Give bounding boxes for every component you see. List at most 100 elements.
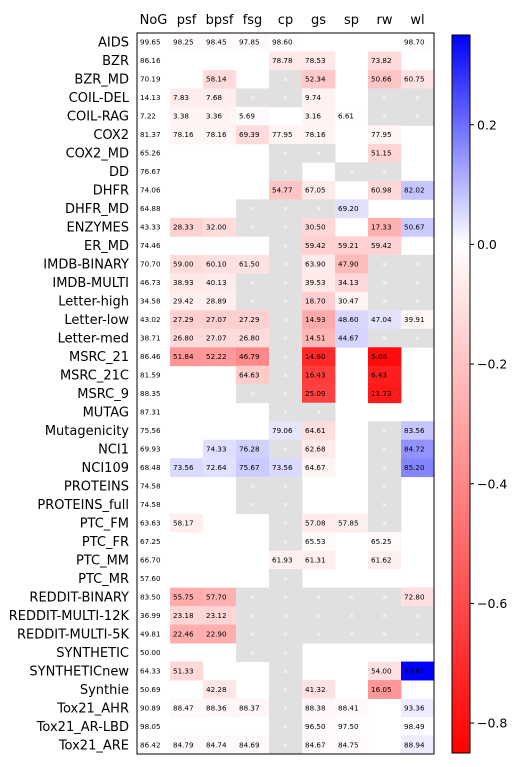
heatmap-cell <box>236 347 270 367</box>
cell-label: 50.67 <box>404 223 425 232</box>
cell-label: 16.05 <box>371 685 392 694</box>
missing-cell <box>236 606 270 625</box>
cell-label: 77.95 <box>272 130 293 139</box>
missing-marker: × <box>382 501 388 509</box>
row-label: PROTEINS_full <box>37 498 129 513</box>
missing-marker: × <box>250 649 256 657</box>
cell-label: 77.95 <box>371 130 392 139</box>
column-label: NoG <box>140 13 168 28</box>
heatmap-cell <box>302 735 336 755</box>
missing-marker: × <box>283 519 289 527</box>
cell-label: 46.73 <box>140 278 161 287</box>
heatmap-cell <box>236 458 270 478</box>
cell-label: 27.29 <box>173 315 194 324</box>
column-label: gs <box>311 13 326 28</box>
colorbar-tick-label: −0.2 <box>477 357 507 372</box>
row-label: BZR_MD <box>74 73 129 88</box>
column-label: cp <box>278 13 293 28</box>
missing-cell <box>368 421 402 441</box>
missing-cell <box>368 587 402 607</box>
cell-label: 65.25 <box>371 537 392 546</box>
heatmap-cell <box>401 439 435 459</box>
cell-label: 59.42 <box>371 241 392 250</box>
row-label: Synthie <box>80 683 129 698</box>
row-label: REDDIT-BINARY <box>29 590 129 605</box>
row-label: COIL-DEL <box>69 91 130 106</box>
heatmap-cell <box>203 587 237 607</box>
heatmap-cell <box>335 199 369 219</box>
heatmap-cell <box>368 661 402 681</box>
colorbar-tick-label: 0.0 <box>477 237 497 252</box>
missing-cell <box>269 661 303 681</box>
missing-cell <box>269 439 303 459</box>
missing-marker: × <box>250 630 256 638</box>
missing-cell <box>269 254 303 274</box>
cell-label: 84.72 <box>404 444 425 453</box>
missing-marker: × <box>283 538 289 546</box>
heatmap-cell <box>203 217 237 237</box>
cell-label: 74.46 <box>140 241 161 250</box>
heatmap-cell <box>368 680 402 699</box>
cell-label: 81.37 <box>140 130 161 139</box>
cell-label: 52.22 <box>206 352 227 361</box>
row-label: COX2_MD <box>66 147 129 162</box>
missing-cell <box>269 402 303 422</box>
missing-cell <box>236 384 270 404</box>
missing-cell <box>269 273 303 293</box>
missing-cell <box>335 162 369 182</box>
cell-label: 28.33 <box>173 223 194 232</box>
heatmap-cell <box>302 347 336 367</box>
heatmap-cell <box>170 698 204 718</box>
heatmap-cell <box>203 125 237 145</box>
missing-marker: × <box>382 612 388 620</box>
row-label: Letter-med <box>58 332 129 347</box>
heatmap-cell <box>203 328 237 348</box>
cell-label: 73.56 <box>173 463 194 472</box>
heatmap-cell <box>302 384 336 404</box>
row-label: ENZYMES <box>67 221 129 236</box>
cell-label: 78.53 <box>305 56 326 65</box>
cell-label: 98.25 <box>173 38 194 47</box>
heatmap-cell <box>170 458 204 478</box>
cell-label: 90.89 <box>140 703 161 712</box>
missing-cell <box>269 365 303 385</box>
missing-marker: × <box>382 279 388 287</box>
cell-label: 14.60 <box>305 352 326 361</box>
row-label: PTC_FR <box>82 535 129 550</box>
row-label: IMDB-MULTI <box>52 276 129 291</box>
heatmap-cell <box>269 180 303 200</box>
cell-label: 69.39 <box>239 130 260 139</box>
heatmap-cell <box>401 458 435 478</box>
cell-label: 5.69 <box>239 112 255 121</box>
missing-cell <box>401 606 435 625</box>
row-label: NCI1 <box>98 442 129 457</box>
heatmap-cell <box>269 51 303 71</box>
missing-cell <box>269 643 303 662</box>
missing-cell <box>368 273 402 293</box>
missing-cell <box>368 495 402 515</box>
cell-label: 83.56 <box>404 426 425 435</box>
cell-label: 66.70 <box>140 555 161 564</box>
missing-marker: × <box>415 612 421 620</box>
cell-label: 27.07 <box>206 315 227 324</box>
missing-cell <box>368 458 402 478</box>
heatmap-cell <box>401 310 435 330</box>
cell-label: 50.66 <box>371 75 392 84</box>
colorbar <box>451 34 471 754</box>
heatmap-cell <box>368 143 402 163</box>
missing-marker: × <box>283 94 289 102</box>
missing-marker: × <box>283 242 289 250</box>
cell-label: 69.93 <box>140 444 161 453</box>
cell-label: 65.26 <box>140 149 161 158</box>
heatmap-cell <box>170 106 204 126</box>
heatmap-cell <box>203 291 237 311</box>
missing-marker: × <box>283 390 289 398</box>
cell-label: 44.67 <box>338 334 359 343</box>
heatmap-cell <box>368 217 402 237</box>
missing-cell <box>269 735 303 755</box>
cell-label: 99.65 <box>140 38 161 47</box>
missing-marker: × <box>283 575 289 583</box>
heatmap-cell <box>170 273 204 293</box>
cell-label: 17.33 <box>371 223 392 232</box>
missing-marker: × <box>316 612 322 620</box>
